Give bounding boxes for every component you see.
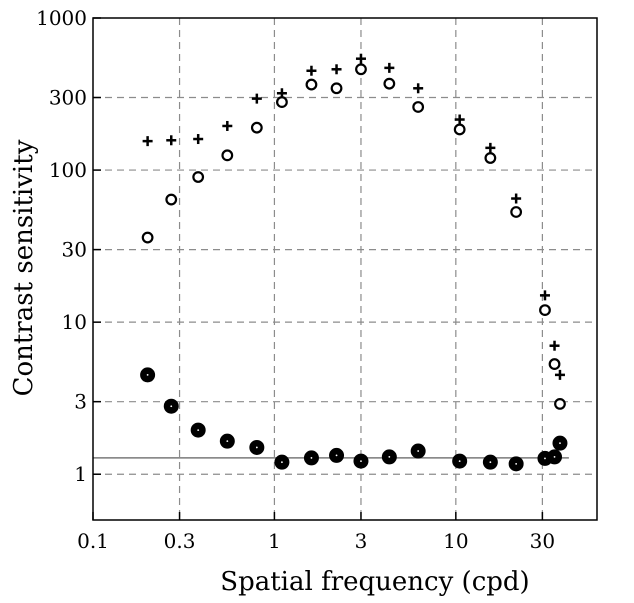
filled-circle-center-dot [226, 440, 229, 443]
open-circle-marker [539, 304, 551, 317]
y-tick-label: 100 [49, 158, 87, 182]
axis-ticks: 0.1 0.3 1 3 10 30 1 3 10 30 100 300 1000 [36, 6, 555, 553]
plus-marker [306, 65, 317, 76]
open-circle-marker [305, 78, 318, 91]
open-circle-marker [165, 193, 178, 206]
filled-circle-center-dot [559, 442, 561, 445]
plot-frame [92, 17, 598, 521]
plus-marker [222, 120, 233, 131]
plus-marker [166, 135, 177, 146]
filled-circle-center-dot [515, 462, 518, 465]
filled-circle-center-dot [146, 373, 149, 376]
open-circle-marker [383, 77, 396, 90]
x-tick-label: 30 [530, 529, 555, 553]
x-tick-label: 10 [443, 529, 468, 553]
y-tick-label: 1000 [36, 6, 87, 30]
plus-marker [454, 114, 465, 125]
grid [93, 18, 597, 520]
plus-marker [142, 136, 153, 147]
y-tick-label: 30 [62, 238, 87, 262]
plus-marker [384, 62, 395, 73]
filled-circle-center-dot [544, 457, 546, 460]
open-circle-marker [484, 152, 497, 164]
open-circle-marker [250, 121, 263, 134]
open-circle-marker [453, 123, 466, 136]
filled-circle-center-dot [255, 446, 258, 449]
plus-marker [539, 290, 550, 301]
plus-marker [331, 64, 342, 75]
open-circle-marker [141, 231, 154, 244]
x-tick-label: 1 [268, 529, 281, 553]
filled-circle-center-dot [458, 460, 461, 462]
plus-marker [485, 142, 496, 153]
data-points [140, 53, 568, 472]
x-tick-label: 0.1 [77, 529, 109, 553]
filled-circle-center-dot [335, 454, 338, 457]
plus-marker [511, 193, 522, 204]
filled-circle-center-dot [170, 405, 173, 408]
plus-marker [554, 369, 565, 380]
plus-marker [251, 93, 262, 104]
plus-marker [549, 340, 560, 351]
y-tick-label: 3 [74, 390, 87, 414]
open-circle-marker [192, 171, 205, 183]
filled-circle-center-dot [388, 455, 391, 458]
open-circle-marker [330, 82, 343, 95]
x-axis-label: Spatial frequency (cpd) [220, 567, 529, 597]
filled-circle-center-dot [360, 460, 362, 462]
open-circle-marker [221, 149, 234, 162]
x-tick-label: 3 [355, 529, 368, 553]
open-circle-marker [276, 96, 288, 108]
y-tick-label: 300 [49, 86, 87, 110]
open-circle-marker [548, 358, 561, 370]
plus-marker [413, 83, 424, 94]
filled-circle-center-dot [489, 461, 492, 464]
open-circle-marker [355, 63, 367, 76]
open-circle-marker [554, 398, 566, 410]
filled-circle-center-dot [553, 455, 556, 458]
filled-circle-center-dot [417, 450, 420, 452]
open-circle-marker [510, 206, 523, 218]
plus-marker [193, 134, 204, 145]
filled-circle-center-dot [197, 429, 200, 432]
y-tick-label: 1 [74, 462, 87, 486]
plus-marker [355, 53, 366, 64]
open-circle-marker [412, 101, 425, 113]
filled-circle-center-dot [310, 457, 313, 459]
x-tick-label: 0.3 [164, 529, 196, 553]
y-axis-label: Contrast sensitivity [9, 139, 39, 396]
filled-circle-center-dot [281, 461, 283, 464]
y-tick-label: 10 [62, 310, 87, 334]
